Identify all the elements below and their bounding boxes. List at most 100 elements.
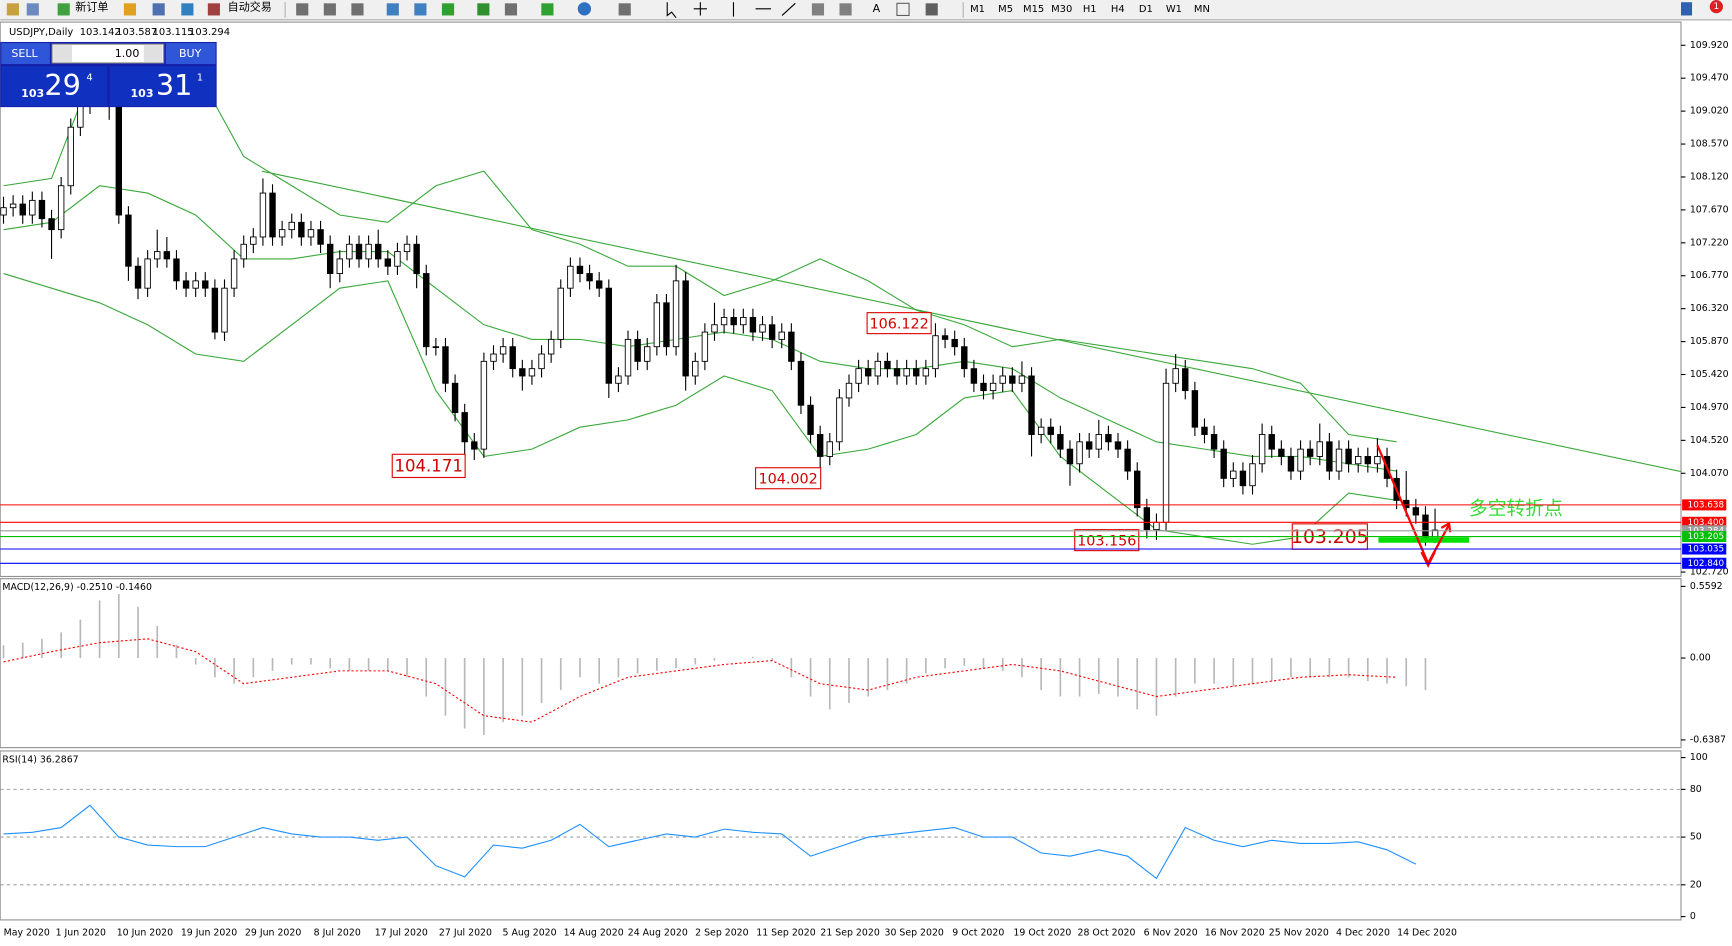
y-tick-label: 20: [1690, 879, 1702, 890]
candle-body: [375, 243, 382, 260]
toolbar-button[interactable]: 新订单: [75, 0, 108, 14]
candle-body: [557, 287, 564, 340]
candle-body: [1287, 456, 1295, 472]
x-tick-label: 2 May 2020: [0, 928, 50, 939]
price-label-bg: [1682, 499, 1727, 511]
x-tick-label: 14 Aug 2020: [564, 928, 624, 939]
icon[interactable]: [1681, 2, 1693, 16]
icon[interactable]: [323, 3, 336, 16]
icon[interactable]: [123, 3, 137, 16]
x-tick-label: 2 Sep 2020: [695, 928, 748, 939]
timeframe-button[interactable]: H4: [1111, 4, 1125, 15]
candle-body: [461, 412, 468, 443]
toolbar-icons: A: [6, 0, 1723, 19]
y-tick-label: 50: [1690, 832, 1702, 843]
ask-pips: 31: [156, 68, 193, 102]
timeframe-button[interactable]: M15: [1023, 4, 1044, 15]
candle-body: [634, 338, 641, 362]
x-tick-label: 27 Jul 2020: [439, 928, 492, 939]
candle-body: [278, 229, 286, 238]
timeframe-button[interactable]: MN: [1194, 4, 1210, 15]
timeframe-button[interactable]: H1: [1083, 4, 1097, 15]
timeframe-button[interactable]: M30: [1051, 4, 1072, 15]
icon[interactable]: [811, 3, 825, 16]
icon[interactable]: [152, 3, 165, 16]
icon[interactable]: [618, 3, 631, 16]
candle-body: [1297, 448, 1304, 472]
lot-up[interactable]: [143, 45, 163, 62]
y-tick-label: 107.220: [1690, 237, 1729, 248]
notification-badge[interactable]: [1709, 0, 1723, 14]
icon[interactable]: [693, 2, 707, 16]
candle-body: [1258, 434, 1266, 465]
candle-body: [663, 302, 670, 348]
price-label: 103.400: [1688, 518, 1725, 528]
icon[interactable]: [181, 3, 194, 16]
timeframe-button[interactable]: W1: [1166, 4, 1182, 15]
candle-body: [1009, 375, 1016, 384]
icon[interactable]: [504, 3, 518, 16]
bid-box[interactable]: [1, 66, 108, 107]
icon[interactable]: [839, 3, 852, 16]
candle-body: [336, 258, 343, 274]
candle-body: [509, 346, 516, 370]
candle-body: [951, 338, 958, 348]
icon[interactable]: [925, 3, 938, 16]
icon[interactable]: [441, 3, 455, 16]
lot-field[interactable]: [51, 43, 165, 64]
candle-body: [711, 324, 718, 333]
icon[interactable]: [6, 3, 19, 16]
annotation-box: [1074, 529, 1140, 552]
candle-body: [903, 368, 910, 377]
candle-body: [749, 317, 757, 333]
lot-down[interactable]: [53, 45, 72, 62]
candle-body: [1076, 441, 1083, 465]
x-tick-label: 4 Dec 2020: [1336, 928, 1390, 939]
candle-body: [1364, 456, 1372, 465]
icon[interactable]: [541, 3, 554, 16]
candle-body: [298, 221, 305, 238]
toolbar-button[interactable]: 自动交易: [228, 0, 272, 14]
candle-body: [1028, 375, 1035, 435]
icon[interactable]: [207, 3, 220, 16]
lot-value[interactable]: 1.00: [115, 47, 140, 60]
icon[interactable]: [351, 3, 364, 16]
candle-body: [1210, 434, 1218, 450]
ask-box[interactable]: [109, 66, 216, 107]
timeframes: M1 M5 M15 M30 H1 H4 D1 W1 MN: [970, 4, 1210, 15]
x-tick-label: 10 Jun 2020: [117, 928, 173, 939]
icon[interactable]: [57, 3, 70, 16]
timeframe-button[interactable]: M1: [970, 4, 985, 15]
y-tick-label: 106.770: [1690, 270, 1729, 281]
y-tick-label: 80: [1690, 784, 1702, 795]
icon[interactable]: [732, 2, 796, 17]
candle-body: [384, 258, 392, 267]
trade-panel: SELL BUY 1.00 103 29 4 103 31 1: [0, 41, 217, 108]
icon[interactable]: [477, 3, 490, 16]
sell-button[interactable]: [1, 43, 50, 65]
annotation-label: 103.156: [1077, 533, 1136, 549]
buy-button[interactable]: [165, 43, 216, 65]
icon[interactable]: [386, 3, 399, 16]
annotations: 多空转折点 104.171 104.002 106.122 103.156 103.20…: [391, 312, 1563, 568]
icon[interactable]: [666, 2, 677, 19]
candle-body: [1047, 426, 1054, 435]
y-tick-label: 104.520: [1690, 435, 1729, 446]
icon[interactable]: [896, 2, 910, 17]
buy-label[interactable]: BUY: [179, 47, 202, 60]
candle-body: [57, 185, 65, 231]
timeframe-button[interactable]: M5: [998, 4, 1013, 15]
icon[interactable]: A: [873, 2, 881, 15]
icon[interactable]: [26, 3, 39, 16]
candle-body: [1172, 368, 1179, 384]
icon[interactable]: [577, 2, 592, 16]
candle-body: [855, 368, 862, 384]
main-pane: [0, 21, 1682, 578]
timeframe-button[interactable]: D1: [1139, 4, 1153, 15]
icon[interactable]: [414, 3, 427, 16]
candle-body: [970, 368, 978, 384]
icon[interactable]: [296, 3, 309, 16]
sell-label[interactable]: SELL: [11, 47, 38, 60]
candle-body: [893, 368, 901, 377]
